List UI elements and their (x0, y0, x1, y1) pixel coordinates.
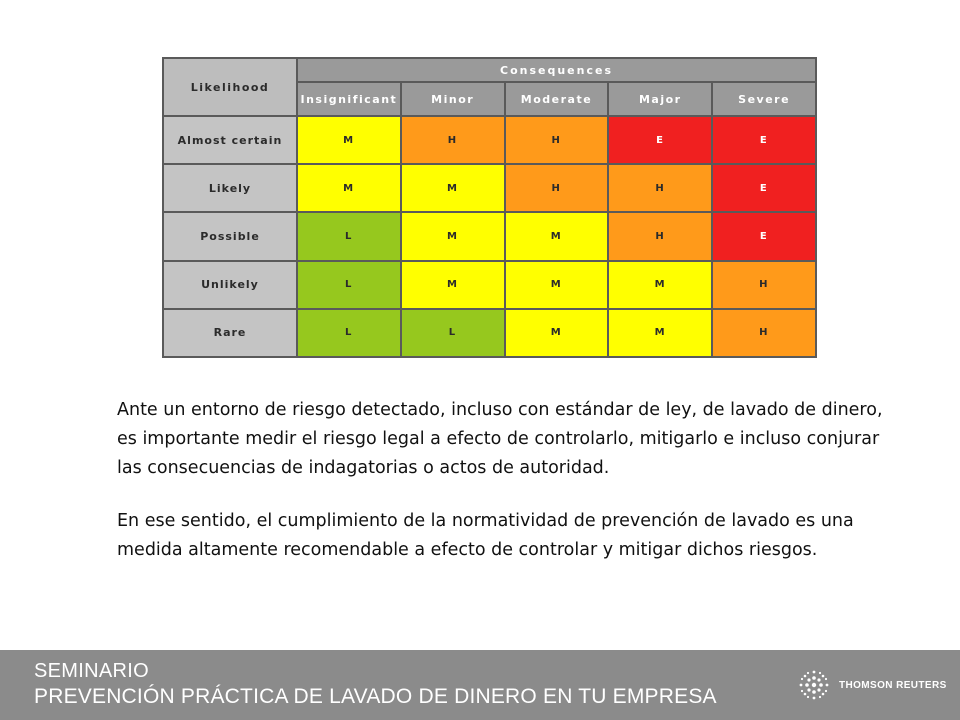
matrix-row: Rare L L M M H (162, 307, 817, 359)
risk-cell: M (503, 259, 610, 310)
likelihood-row-label: Possible (162, 211, 298, 262)
likelihood-header: Likelihood (162, 57, 298, 117)
brand-name: THOMSON REUTERS (839, 679, 947, 691)
risk-cell: M (296, 114, 402, 166)
consequences-header: Consequences (296, 57, 817, 83)
footer-band: SEMINARIO PREVENCIÓN PRÁCTICA DE LAVADO … (0, 650, 960, 720)
risk-matrix: Likelihood Consequences Insignificant Mi… (162, 57, 817, 359)
severity-column-header: Moderate (503, 81, 610, 117)
brand-logo: THOMSON REUTERS (797, 667, 947, 703)
risk-cell: M (399, 163, 506, 214)
risk-cell: E (607, 114, 714, 166)
matrix-row: Almost certain M H H E E (162, 114, 817, 166)
risk-cell: M (607, 307, 714, 359)
matrix-row: Unlikely L M M M H (162, 259, 817, 310)
risk-cell: L (296, 211, 402, 262)
severity-column-header: Insignificant (296, 81, 402, 117)
body-paragraph: Ante un entorno de riesgo detectado, inc… (117, 400, 883, 478)
likelihood-row-label: Rare (162, 307, 298, 359)
risk-cell: E (711, 211, 817, 262)
likelihood-row-label: Almost certain (162, 114, 298, 166)
risk-cell: H (711, 307, 817, 359)
severity-column-header: Minor (399, 81, 506, 117)
body-paragraph: En ese sentido, el cumplimiento de la no… (117, 511, 854, 560)
risk-cell: H (503, 163, 610, 214)
likelihood-row-label: Unlikely (162, 259, 298, 310)
risk-cell: L (296, 307, 402, 359)
risk-cell: H (503, 114, 610, 166)
risk-cell: M (503, 211, 610, 262)
risk-cell: E (711, 114, 817, 166)
footer-seminar-title: PREVENCIÓN PRÁCTICA DE LAVADO DE DINERO … (34, 685, 717, 708)
likelihood-row-label: Likely (162, 163, 298, 214)
severity-column-header: Major (607, 81, 714, 117)
body-text: Ante un entorno de riesgo detectado, inc… (117, 396, 907, 589)
risk-cell: E (711, 163, 817, 214)
risk-cell: H (607, 211, 714, 262)
thomson-reuters-dot-logo-icon (799, 670, 829, 700)
risk-cell: M (399, 259, 506, 310)
footer-seminar-label: SEMINARIO (34, 660, 149, 682)
risk-matrix-table: Likelihood Consequences Insignificant Mi… (162, 57, 817, 359)
severity-column-header: Severe (711, 81, 817, 117)
risk-cell: L (296, 259, 402, 310)
matrix-row: Possible L M M H E (162, 211, 817, 262)
risk-cell: H (399, 114, 506, 166)
risk-cell: M (503, 307, 610, 359)
risk-cell: M (607, 259, 714, 310)
risk-cell: M (296, 163, 402, 214)
risk-cell: L (399, 307, 506, 359)
risk-cell: H (607, 163, 714, 214)
matrix-row: Likely M M H H E (162, 163, 817, 214)
risk-cell: M (399, 211, 506, 262)
risk-cell: H (711, 259, 817, 310)
